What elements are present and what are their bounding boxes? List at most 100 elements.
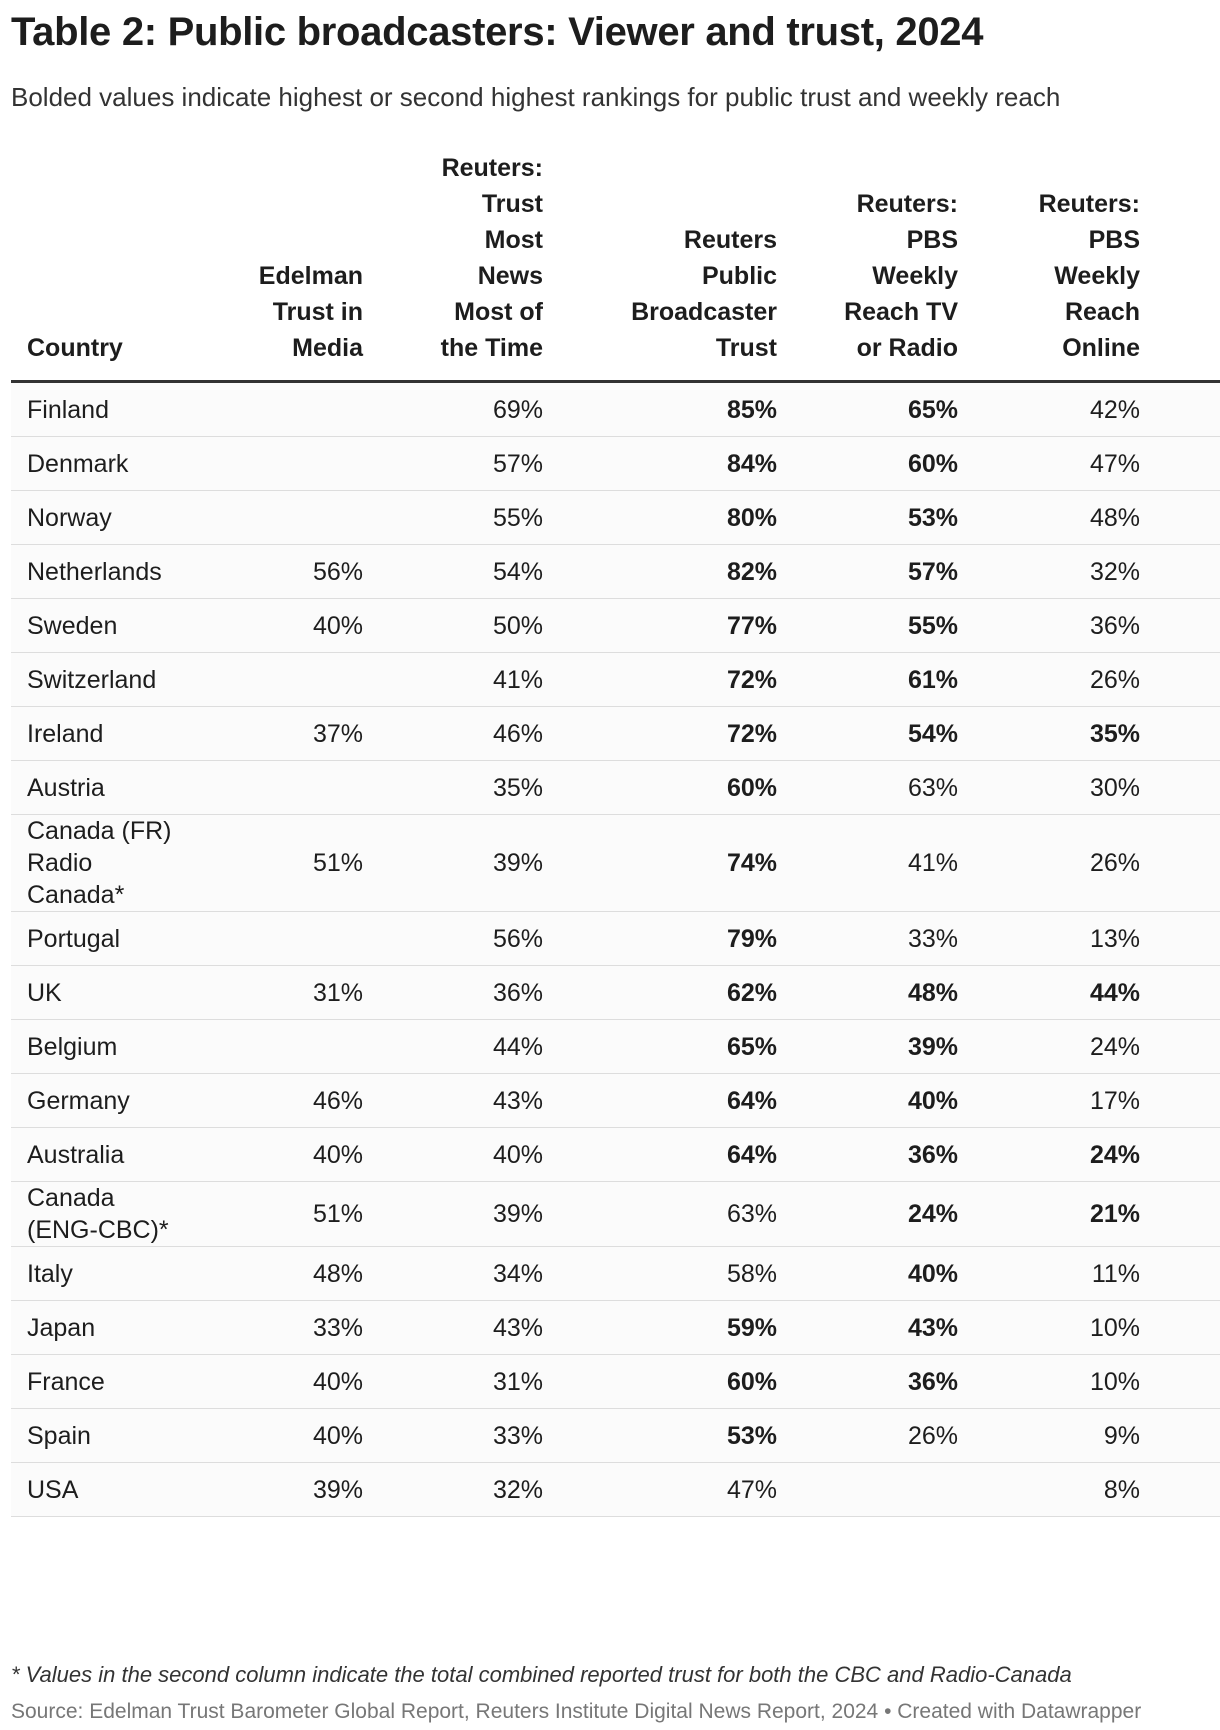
cell: Austria: [11, 761, 191, 815]
value: 37%: [312, 719, 363, 748]
header-text: Country: [27, 334, 123, 362]
filler: [1140, 966, 1220, 1020]
cell: Finland: [11, 382, 191, 437]
table-row: Italy 48% 34% 58% 40% 11%: [11, 1246, 1220, 1301]
country: UK: [27, 978, 62, 1007]
cell: 36%: [777, 1128, 958, 1182]
cell: 10%: [958, 1301, 1140, 1355]
value: 36%: [907, 1367, 958, 1396]
country: Australia: [27, 1140, 125, 1169]
country: Belgium: [27, 1032, 118, 1061]
cell: 9%: [958, 1409, 1140, 1463]
country: Finland: [27, 395, 109, 424]
table-row: Netherlands 56% 54% 82% 57% 32%: [11, 544, 1220, 599]
cell: 79%: [543, 912, 777, 966]
filler: [1140, 599, 1220, 653]
value: 35%: [1089, 719, 1140, 748]
table-row: Norway 55% 80% 53% 48%: [11, 490, 1220, 545]
cell: [191, 761, 363, 815]
cell: 57%: [363, 437, 543, 491]
cell: [191, 437, 363, 491]
cell: Switzerland: [11, 653, 191, 707]
value: 40%: [312, 1140, 363, 1169]
cell: 62%: [543, 966, 777, 1020]
cell: 48%: [191, 1247, 363, 1301]
filler: [1140, 437, 1220, 491]
cell: 10%: [958, 1355, 1140, 1409]
cell: Canada (ENG-CBC)*: [11, 1182, 191, 1247]
country: France: [27, 1367, 105, 1396]
cell: 60%: [777, 437, 958, 491]
cell: 58%: [543, 1247, 777, 1301]
source: Source: Edelman Trust Barometer Global R…: [11, 1700, 1142, 1723]
table-row: Australia 40% 40% 64% 36% 24%: [11, 1127, 1220, 1182]
country: Canada (ENG-CBC)*: [27, 1184, 169, 1244]
table-wrap: Country Edelman Trust in Media Reuters: Tr…: [11, 150, 1220, 1517]
country: Norway: [27, 503, 112, 532]
header-text: Edelman Trust in Media: [258, 262, 363, 362]
country: Austria: [27, 773, 105, 802]
cell: 39%: [363, 1182, 543, 1247]
cell: 59%: [543, 1301, 777, 1355]
cell: 74%: [543, 815, 777, 912]
value: 47%: [1089, 449, 1140, 478]
value: 62%: [726, 978, 777, 1007]
country: Italy: [27, 1259, 73, 1288]
cell: Netherlands: [11, 545, 191, 599]
value: 55%: [907, 611, 958, 640]
cell: 35%: [958, 707, 1140, 761]
value: 46%: [492, 719, 543, 748]
value: 43%: [492, 1086, 543, 1115]
cell: 56%: [191, 545, 363, 599]
cell: 21%: [958, 1182, 1140, 1247]
value: 44%: [1089, 978, 1140, 1007]
cell: Denmark: [11, 437, 191, 491]
value: 46%: [312, 1086, 363, 1115]
value: 53%: [907, 503, 958, 532]
value: 13%: [1089, 924, 1140, 953]
header-text: Reuters: Trust Most News Most of the Tim…: [440, 154, 543, 362]
value: 33%: [492, 1421, 543, 1450]
value: 39%: [907, 1032, 958, 1061]
table-row: Sweden 40% 50% 77% 55% 36%: [11, 598, 1220, 653]
cell: Belgium: [11, 1020, 191, 1074]
cell: Germany: [11, 1074, 191, 1128]
cell: 41%: [777, 815, 958, 912]
cell: 26%: [777, 1409, 958, 1463]
cell: 39%: [777, 1020, 958, 1074]
cell: 44%: [958, 966, 1140, 1020]
cell: 85%: [543, 382, 777, 437]
cell: [191, 1020, 363, 1074]
cell: [191, 491, 363, 545]
cell: 77%: [543, 599, 777, 653]
cell: 84%: [543, 437, 777, 491]
value: 69%: [492, 395, 543, 424]
value: 40%: [312, 611, 363, 640]
cell: 47%: [958, 437, 1140, 491]
filler: [1140, 912, 1220, 966]
value: 40%: [907, 1086, 958, 1115]
filler: [1140, 707, 1220, 761]
filler: [1140, 1355, 1220, 1409]
cell: UK: [11, 966, 191, 1020]
cell: Portugal: [11, 912, 191, 966]
country: Japan: [27, 1313, 96, 1342]
cell: 63%: [543, 1182, 777, 1247]
filler: [1140, 491, 1220, 545]
table-row: Austria 35% 60% 63% 30%: [11, 760, 1220, 815]
value: 48%: [312, 1259, 363, 1288]
value: 41%: [492, 665, 543, 694]
value: 40%: [312, 1367, 363, 1396]
value: 39%: [312, 1475, 363, 1504]
value: 26%: [1089, 849, 1140, 877]
title: Table 2: Public broadcasters: Viewer and…: [11, 10, 984, 54]
cell: 31%: [363, 1355, 543, 1409]
cell: 24%: [958, 1020, 1140, 1074]
cell: 11%: [958, 1247, 1140, 1301]
country: Germany: [27, 1086, 130, 1115]
value: 44%: [492, 1032, 543, 1061]
cell: 82%: [543, 545, 777, 599]
cell: 13%: [958, 912, 1140, 966]
cell: Australia: [11, 1128, 191, 1182]
value: 24%: [1089, 1140, 1140, 1169]
